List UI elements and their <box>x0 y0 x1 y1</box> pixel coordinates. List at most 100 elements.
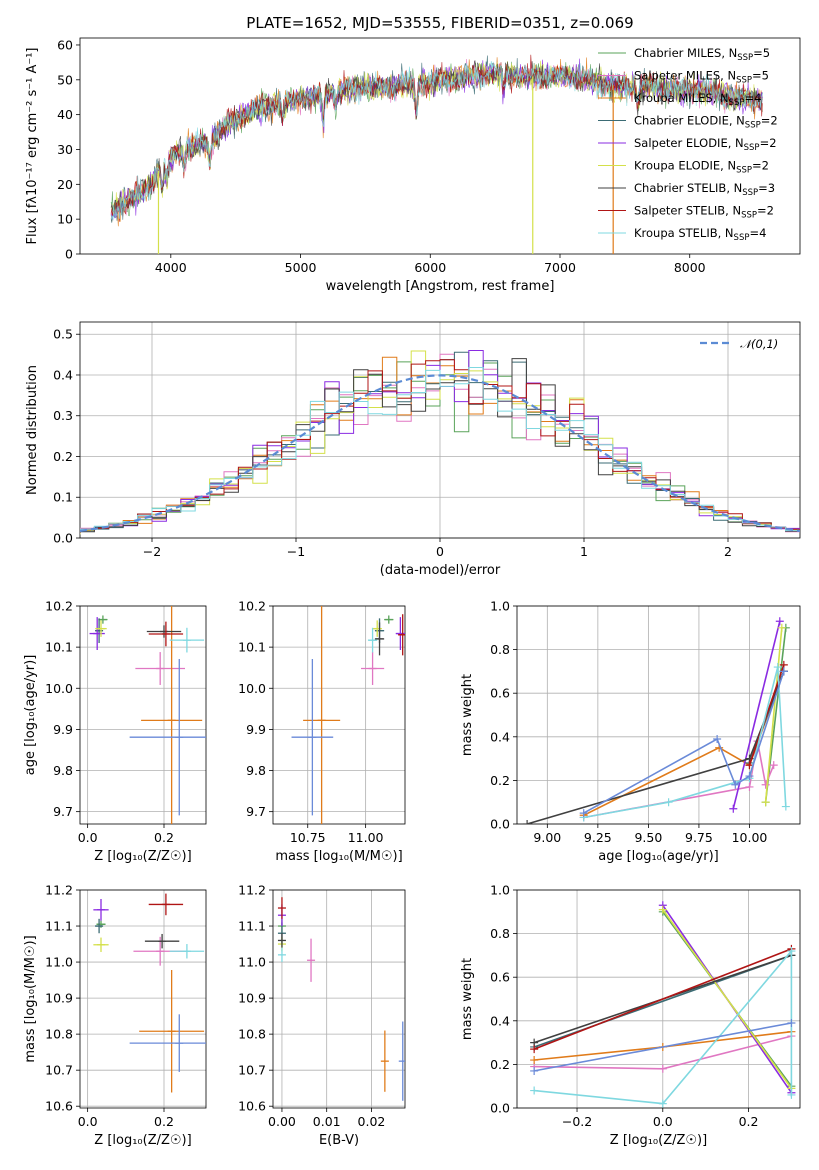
x-tick-label: 5000 <box>285 260 317 275</box>
plot-area <box>277 897 405 1101</box>
y-tick-label: 30 <box>57 142 73 157</box>
weight-marker <box>775 617 784 626</box>
panel-mass-weight-vs-Z: −0.2 0.0 0.2 0.0 0.2 0.4 0.6 0.8 1.0 Z [log₁₀(Z/Z… <box>460 883 801 1148</box>
legend-label: 𝒩(0,1) <box>740 337 778 351</box>
y-tick-label: 10.6 <box>45 1099 73 1114</box>
legend-label: Chabrier MILES, NSSP=5 <box>634 46 770 63</box>
y-tick-label: 11.0 <box>45 955 73 970</box>
y-tick-label: 0 <box>65 247 73 262</box>
x-axis-label: age [log₁₀(age/yr)] <box>598 849 719 864</box>
plot-area <box>530 901 796 1108</box>
y-axis-label: Flux [fλ10⁻¹⁷ erg cm⁻² s⁻¹ A⁻¹] <box>25 48 40 245</box>
x-tick-label: 0 <box>436 544 444 559</box>
data-point <box>139 969 205 1093</box>
weight-line <box>662 909 793 1089</box>
data-point <box>93 899 109 921</box>
y-tick-label: 10.0 <box>45 681 73 696</box>
y-tick-label: 10.1 <box>45 640 73 655</box>
plot-area <box>291 606 405 824</box>
y-tick-label: 0.0 <box>490 1101 510 1116</box>
spectrum-line <box>110 54 763 222</box>
y-tick-label: 40 <box>57 107 73 122</box>
x-tick-label: 1 <box>580 544 588 559</box>
data-point <box>144 933 180 949</box>
y-tick-label: 11.2 <box>238 883 266 898</box>
x-axis-label: Z [log₁₀(Z/Z☉)] <box>94 849 191 864</box>
data-point <box>361 652 385 685</box>
data-point <box>169 627 205 653</box>
x-tick-label: 9.50 <box>634 830 662 845</box>
y-tick-label: 10.7 <box>238 1063 266 1078</box>
y-tick-label: 10.0 <box>238 681 266 696</box>
y-tick-label: 0.3 <box>53 408 73 423</box>
x-tick-label: 0.0 <box>78 1114 98 1129</box>
data-point <box>277 947 286 963</box>
x-tick-label: 0.2 <box>739 1114 759 1129</box>
weight-marker <box>530 1066 539 1075</box>
spectrum-legend: Chabrier MILES, NSSP=5 Salpeter MILES, NS… <box>598 46 778 243</box>
y-tick-label: 1.0 <box>490 883 510 898</box>
weight-marker <box>773 663 782 672</box>
y-axis-label: Normed distribution <box>25 365 40 495</box>
legend-label: Salpeter MILES, NSSP=5 <box>634 69 769 86</box>
legend-label: Kroupa MILES, NSSP=4 <box>634 91 761 108</box>
x-tick-label: −2 <box>143 544 161 559</box>
panel-age-vs-Z: 0.0 0.2 9.7 9.8 9.9 10.0 10.1 10.2 Z [log₁₀(Z/Z☉… <box>23 599 207 864</box>
panel-mass-vs-Z: 0.0 0.2 10.6 10.7 10.8 10.9 11.0 11.1 11.2 Z [log… <box>23 883 207 1148</box>
data-point <box>148 893 184 916</box>
weight-marker <box>664 798 673 807</box>
weight-marker <box>523 820 532 824</box>
x-tick-label: 9.25 <box>584 830 612 845</box>
x-tick-label: 4000 <box>155 260 187 275</box>
data-point <box>96 920 106 928</box>
data-point <box>93 937 109 952</box>
y-tick-label: 0.1 <box>53 490 73 505</box>
data-point <box>398 1021 405 1101</box>
y-tick-label: 10 <box>57 212 73 227</box>
weight-marker <box>731 780 740 789</box>
legend-label: Salpeter ELODIE, NSSP=2 <box>634 136 777 153</box>
y-tick-label: 20 <box>57 177 73 192</box>
data-point <box>374 622 385 656</box>
spectrum-line <box>110 60 763 221</box>
x-tick-label: 0.0 <box>78 830 98 845</box>
plot-frame <box>272 889 406 1109</box>
y-tick-label: 0.8 <box>490 642 510 657</box>
x-tick-label: 9.00 <box>533 830 561 845</box>
y-tick-label: 0.0 <box>490 817 510 832</box>
panel-mass-weight-vs-age: 9.00 9.25 9.50 9.75 10.00 0.0 0.2 0.4 0.6 0.8 1.0 a… <box>460 599 801 864</box>
plot-area <box>89 606 206 824</box>
weight-marker <box>787 1090 796 1099</box>
y-tick-label: 50 <box>57 72 73 87</box>
x-tick-label: 0.2 <box>154 830 174 845</box>
plot-frame <box>79 37 801 255</box>
weight-marker <box>530 1086 539 1095</box>
data-point <box>129 1014 206 1072</box>
x-axis-label: wavelength [Angstrom, rest frame] <box>326 279 555 294</box>
y-tick-label: 10.1 <box>238 640 266 655</box>
plot-frame <box>516 889 801 1109</box>
weight-marker <box>777 623 786 632</box>
y-tick-label: 10.9 <box>238 991 266 1006</box>
x-tick-label: 10.75 <box>290 830 326 845</box>
weight-marker <box>658 1064 667 1073</box>
weight-marker <box>530 1045 539 1054</box>
x-tick-label: 0.02 <box>358 1114 386 1129</box>
x-axis-label: Z [log₁₀(Z/Z☉)] <box>94 1133 191 1148</box>
y-axis-label: mass weight <box>460 674 475 756</box>
weight-marker <box>781 802 790 811</box>
y-tick-label: 10.2 <box>238 599 266 614</box>
plot-area <box>93 893 206 1093</box>
x-tick-label: 8000 <box>674 260 706 275</box>
panel-residuals: −2 −1 0 1 2 0.0 0.1 0.2 0.3 0.4 0.5 (data-model)/er… <box>25 321 801 578</box>
y-tick-label: 10.8 <box>45 1027 73 1042</box>
x-tick-label: 0.01 <box>313 1114 341 1129</box>
legend-label: Salpeter STELIB, NSSP=2 <box>634 204 774 221</box>
y-tick-label: 0.4 <box>490 1013 510 1028</box>
weight-marker <box>745 782 754 791</box>
x-tick-label: 9.75 <box>685 830 713 845</box>
x-tick-label: 0.00 <box>268 1114 296 1129</box>
y-tick-label: 10.6 <box>238 1099 266 1114</box>
legend-label: Chabrier STELIB, NSSP=3 <box>634 181 775 198</box>
data-point <box>372 620 382 637</box>
